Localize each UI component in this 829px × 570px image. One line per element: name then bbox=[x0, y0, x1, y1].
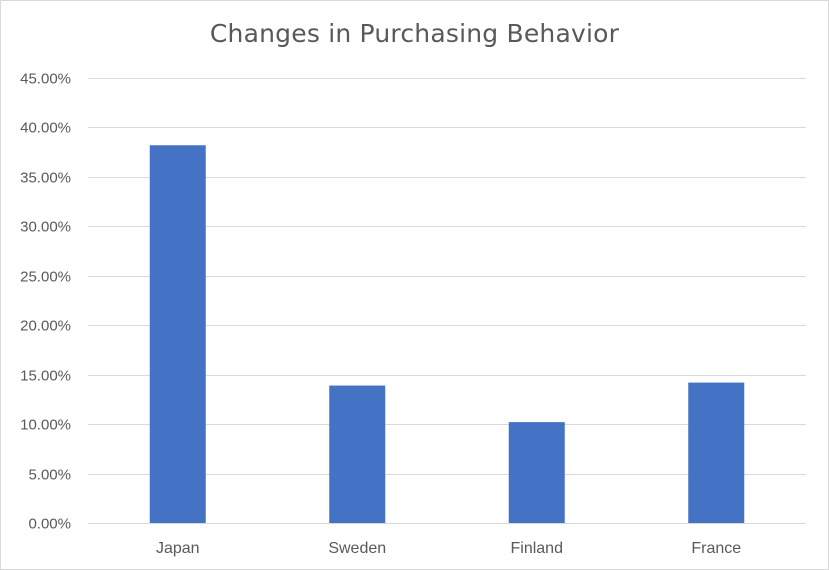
gridlines bbox=[88, 78, 806, 524]
y-tick-label: 5.00% bbox=[28, 467, 71, 484]
bar-sweden bbox=[329, 385, 386, 523]
x-tick-label-sweden: Sweden bbox=[328, 540, 386, 557]
bar-france bbox=[688, 382, 745, 523]
y-tick-label: 15.00% bbox=[20, 368, 71, 385]
y-tick-label: 0.00% bbox=[28, 516, 71, 533]
y-tick-label: 30.00% bbox=[20, 219, 71, 236]
bar-japan bbox=[149, 145, 206, 523]
x-tick-label-france: France bbox=[691, 540, 741, 557]
bar-finland bbox=[508, 422, 565, 523]
y-tick-label: 45.00% bbox=[20, 71, 71, 88]
y-tick-label: 35.00% bbox=[20, 170, 71, 187]
x-tick-label-japan: Japan bbox=[156, 540, 200, 557]
y-axis-tick-labels: 0.00% 5.00% 10.00% 15.00% 20.00% 25.00% 30.00%… bbox=[20, 71, 71, 533]
y-tick-label: 20.00% bbox=[20, 318, 71, 335]
chart-title: Changes in Purchasing Behavior bbox=[209, 19, 620, 48]
bars bbox=[149, 145, 745, 523]
y-tick-label: 25.00% bbox=[20, 269, 71, 286]
x-axis-category-labels: Japan Sweden Finland France bbox=[156, 540, 741, 557]
y-tick-label: 40.00% bbox=[20, 120, 71, 137]
y-tick-label: 10.00% bbox=[20, 417, 71, 434]
x-tick-label-finland: Finland bbox=[511, 540, 563, 557]
